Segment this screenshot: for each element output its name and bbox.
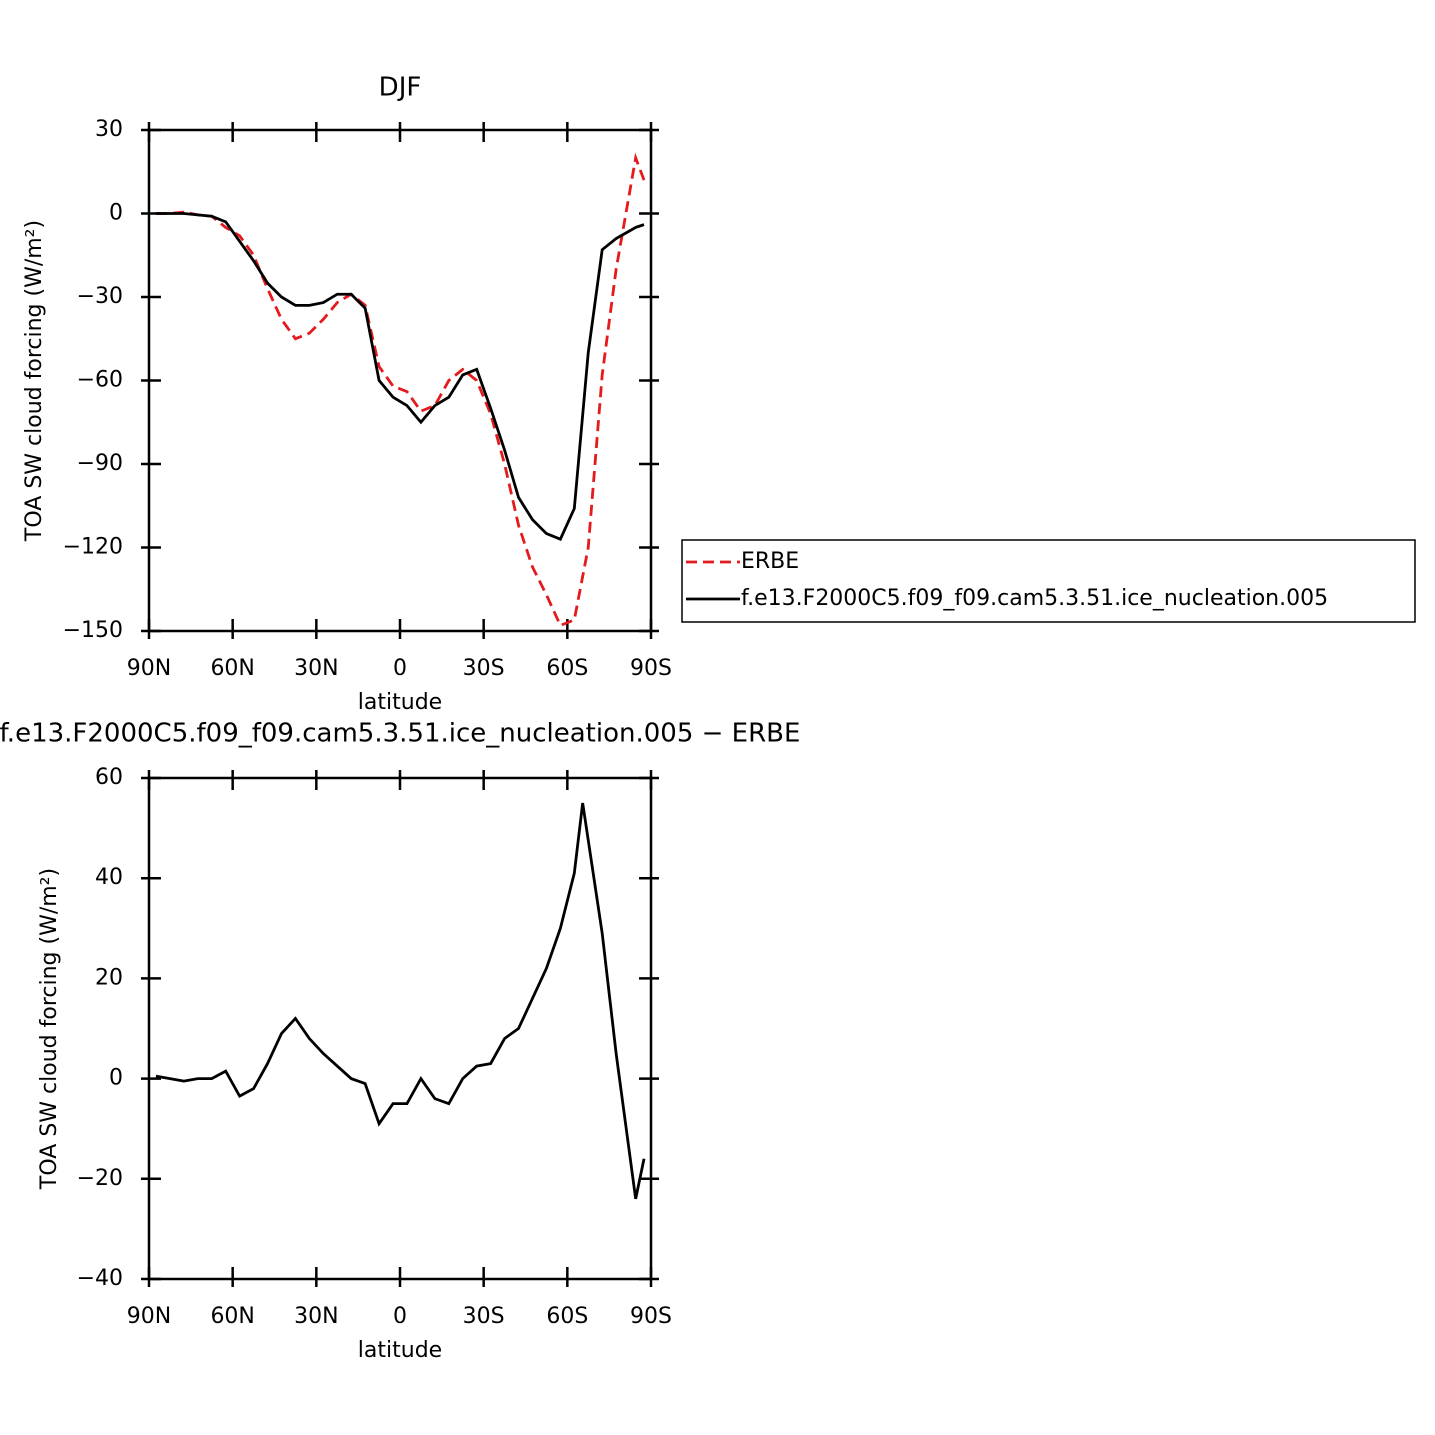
legend-label: ERBE bbox=[741, 549, 799, 574]
series-line bbox=[155, 212, 645, 541]
x-tick-label: 60S bbox=[546, 1304, 588, 1329]
x-tick-label: 0 bbox=[393, 1304, 407, 1329]
series-line bbox=[155, 152, 646, 628]
y-tick-label: 30 bbox=[95, 117, 123, 142]
y-tick-label: 60 bbox=[95, 765, 123, 790]
x-tick-label: 0 bbox=[393, 656, 407, 681]
x-tick-label: 60N bbox=[210, 656, 254, 681]
x-tick-label: 60S bbox=[546, 656, 588, 681]
y-axis-label: TOA SW cloud forcing (W/m²) bbox=[22, 220, 47, 542]
y-tick-label: −30 bbox=[77, 284, 123, 309]
x-tick-label: 90S bbox=[630, 1304, 672, 1329]
y-tick-label: −20 bbox=[77, 1166, 123, 1191]
x-axis-label: latitude bbox=[358, 1338, 442, 1363]
y-tick-label: −40 bbox=[77, 1266, 123, 1291]
x-tick-label: 90S bbox=[630, 656, 672, 681]
chart-title: DJF bbox=[379, 73, 422, 103]
legend-label: f.e13.F2000C5.f09_f09.cam5.3.51.ice_nucl… bbox=[741, 586, 1328, 611]
plot-frame bbox=[147, 128, 653, 633]
x-tick-label: 30S bbox=[463, 656, 505, 681]
y-tick-label: −150 bbox=[63, 618, 123, 643]
x-tick-label: 30N bbox=[294, 1304, 338, 1329]
y-tick-label: 0 bbox=[109, 1066, 123, 1091]
x-tick-label: 90N bbox=[127, 1304, 171, 1329]
x-tick-label: 60N bbox=[210, 1304, 254, 1329]
x-axis-label: latitude bbox=[358, 690, 442, 715]
plot-frame bbox=[147, 776, 653, 1281]
y-tick-label: −90 bbox=[77, 451, 123, 476]
y-tick-label: 0 bbox=[109, 201, 123, 226]
y-tick-label: 20 bbox=[95, 965, 123, 990]
series-line bbox=[155, 802, 646, 1200]
y-tick-label: −120 bbox=[63, 535, 123, 560]
y-tick-label: −60 bbox=[77, 368, 123, 393]
x-tick-label: 90N bbox=[127, 656, 171, 681]
x-tick-label: 30S bbox=[463, 1304, 505, 1329]
legend-box bbox=[681, 539, 1416, 623]
y-axis-label: TOA SW cloud forcing (W/m²) bbox=[37, 868, 62, 1190]
x-tick-label: 30N bbox=[294, 656, 338, 681]
chart-title: f.e13.F2000C5.f09_f09.cam5.3.51.ice_nucl… bbox=[0, 719, 800, 749]
y-tick-label: 40 bbox=[95, 865, 123, 890]
